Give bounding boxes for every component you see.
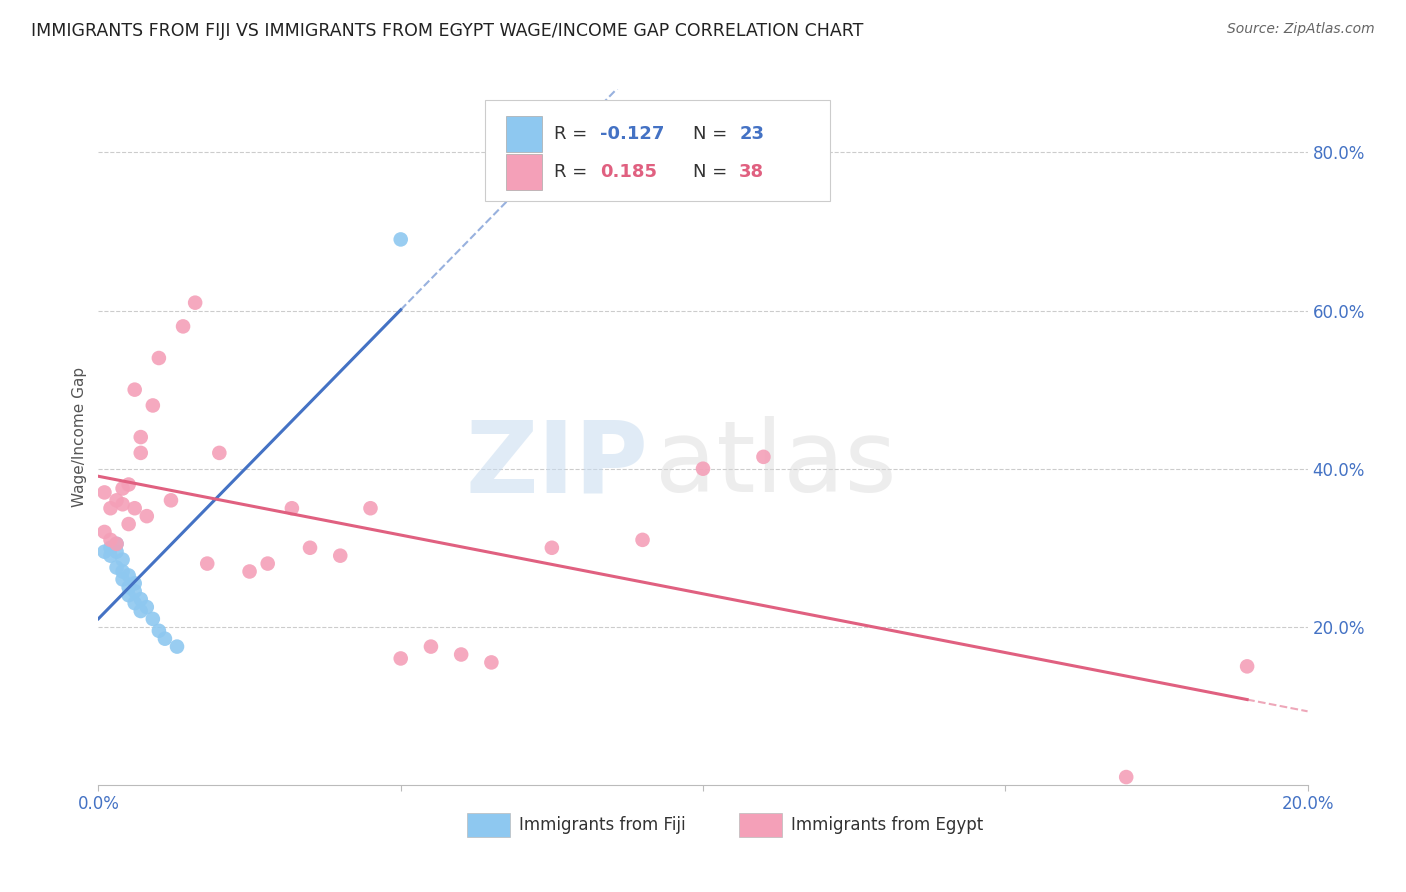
Point <box>208 446 231 460</box>
Text: ZIP: ZIP <box>465 417 648 514</box>
Text: 23: 23 <box>740 125 765 143</box>
Point <box>111 497 134 511</box>
Point <box>105 537 128 551</box>
Text: Immigrants from Egypt: Immigrants from Egypt <box>792 816 984 834</box>
Y-axis label: Wage/Income Gap: Wage/Income Gap <box>72 367 87 508</box>
Point <box>118 580 141 594</box>
Point <box>135 600 157 615</box>
Text: 0.185: 0.185 <box>600 162 657 181</box>
Point <box>111 552 134 566</box>
Point <box>692 461 714 475</box>
Point <box>105 537 128 551</box>
FancyBboxPatch shape <box>467 813 509 837</box>
Point <box>105 493 128 508</box>
Point <box>124 576 146 591</box>
Point <box>148 351 170 365</box>
Point <box>172 319 194 334</box>
Point <box>540 541 562 555</box>
Text: atlas: atlas <box>655 417 896 514</box>
Point <box>329 549 352 563</box>
Point <box>118 477 141 491</box>
Point <box>239 565 262 579</box>
Point <box>100 533 122 547</box>
Point <box>389 651 412 665</box>
Point <box>124 596 146 610</box>
Point <box>124 501 146 516</box>
Point <box>129 592 152 607</box>
Point <box>752 450 775 464</box>
Point <box>153 632 176 646</box>
FancyBboxPatch shape <box>506 116 543 152</box>
Text: N =: N = <box>693 162 734 181</box>
Point <box>299 541 322 555</box>
Point <box>129 446 152 460</box>
Text: IMMIGRANTS FROM FIJI VS IMMIGRANTS FROM EGYPT WAGE/INCOME GAP CORRELATION CHART: IMMIGRANTS FROM FIJI VS IMMIGRANTS FROM … <box>31 22 863 40</box>
Text: Immigrants from Fiji: Immigrants from Fiji <box>519 816 686 834</box>
Text: Source: ZipAtlas.com: Source: ZipAtlas.com <box>1227 22 1375 37</box>
Text: 38: 38 <box>740 162 765 181</box>
FancyBboxPatch shape <box>485 100 830 201</box>
Point <box>142 612 165 626</box>
Point <box>360 501 382 516</box>
Point <box>93 545 115 559</box>
Point <box>111 573 134 587</box>
Point <box>100 541 122 555</box>
Point <box>184 295 207 310</box>
Text: -0.127: -0.127 <box>600 125 665 143</box>
Point <box>118 588 141 602</box>
Text: R =: R = <box>554 162 593 181</box>
Point <box>100 549 122 563</box>
Point <box>160 493 183 508</box>
Point <box>148 624 170 638</box>
Point <box>631 533 654 547</box>
Point <box>281 501 304 516</box>
Point <box>135 509 157 524</box>
Point <box>124 383 146 397</box>
Point <box>129 604 152 618</box>
Point <box>124 584 146 599</box>
Point <box>450 648 472 662</box>
Point <box>142 399 165 413</box>
Point <box>166 640 188 654</box>
Point <box>118 568 141 582</box>
Point <box>93 524 115 539</box>
Point <box>100 501 122 516</box>
Text: R =: R = <box>554 125 593 143</box>
Point <box>389 232 412 246</box>
Point <box>256 557 278 571</box>
Point <box>1115 770 1137 784</box>
FancyBboxPatch shape <box>506 153 543 189</box>
Text: N =: N = <box>693 125 734 143</box>
Point <box>118 516 141 531</box>
FancyBboxPatch shape <box>740 813 782 837</box>
Point <box>93 485 115 500</box>
Point <box>111 482 134 496</box>
Point <box>195 557 218 571</box>
Point <box>111 565 134 579</box>
Point <box>129 430 152 444</box>
Point <box>420 640 443 654</box>
Point <box>481 656 503 670</box>
Point <box>1236 659 1258 673</box>
Point <box>105 560 128 574</box>
Point <box>105 545 128 559</box>
